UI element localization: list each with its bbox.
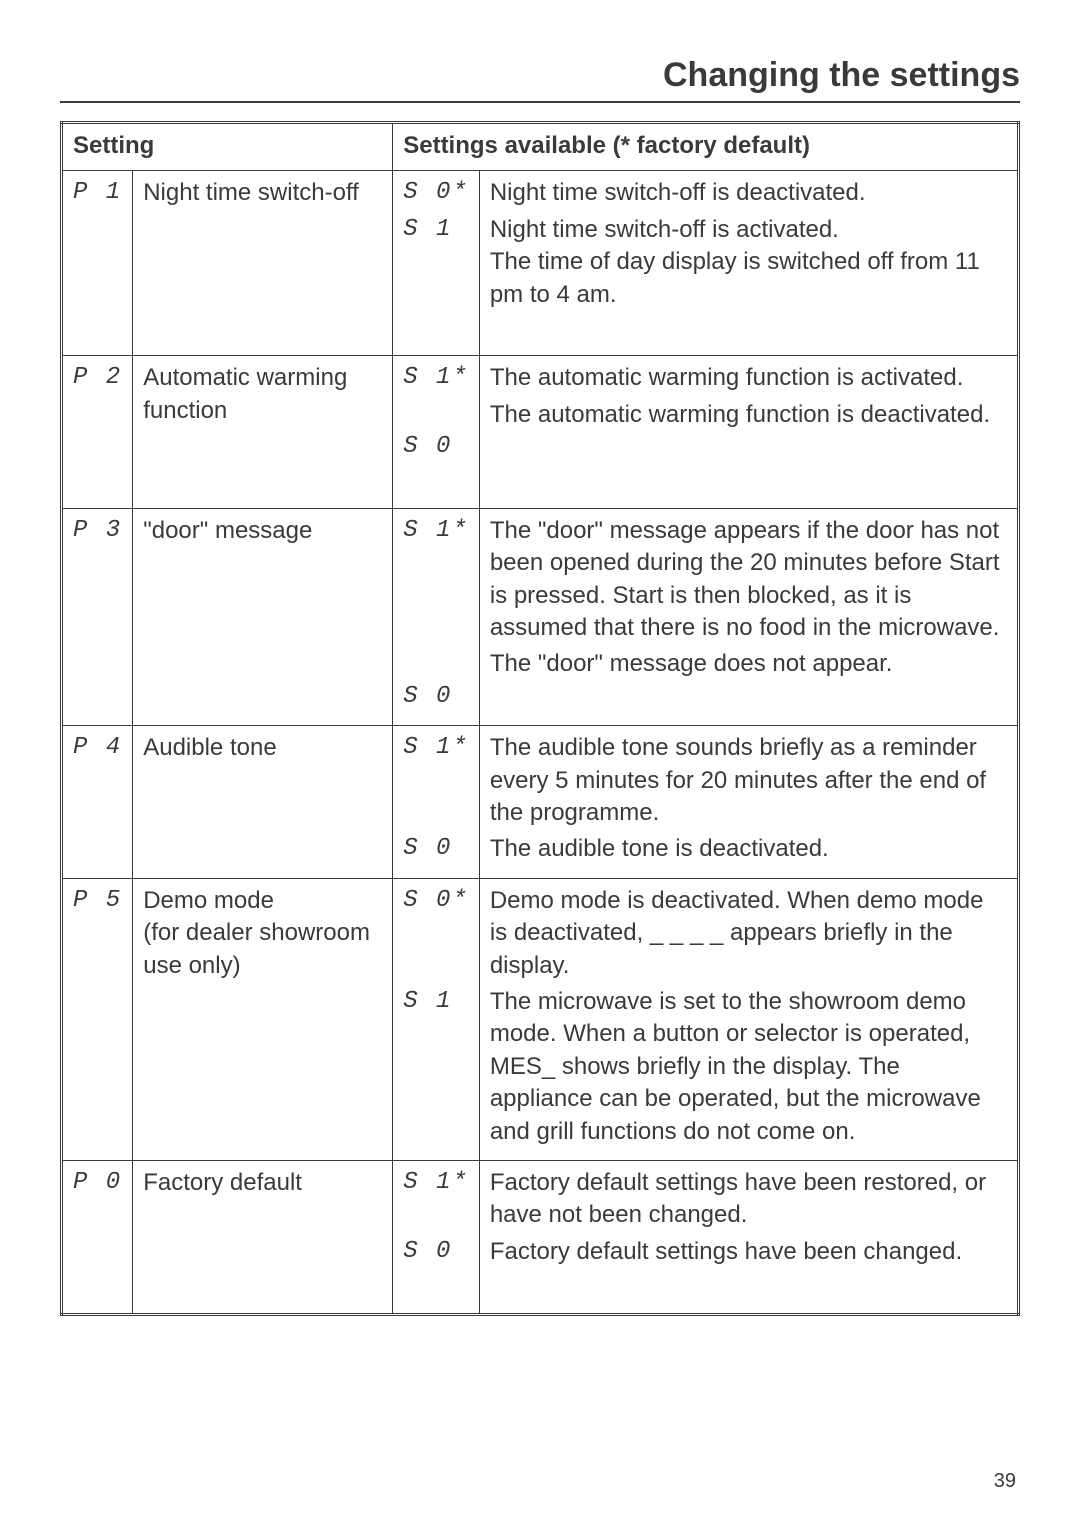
setting-values: S 1* S 0 (393, 726, 480, 879)
spacer (403, 1203, 469, 1235)
option-description: The "door" message does not appear. (490, 648, 1007, 680)
settings-table: Setting Settings available (* factory de… (60, 121, 1020, 1316)
setting-descriptions: The audible tone sounds briefly as a rem… (479, 726, 1018, 879)
setting-values: S 1* S 0 (393, 356, 480, 509)
spacer (403, 648, 469, 680)
setting-descriptions: The "door" message appears if the door h… (479, 508, 1018, 725)
spacer (403, 921, 469, 953)
spacer (403, 468, 469, 500)
option-value: S 0* (403, 885, 469, 917)
option-value: S 0 (403, 431, 469, 463)
spacer (403, 315, 469, 347)
table-header-row: Setting Settings available (* factory de… (62, 123, 1019, 171)
page-number: 39 (994, 1470, 1016, 1493)
setting-values: S 0* S 1 (393, 171, 480, 356)
spacer (403, 399, 469, 431)
option-value: S 1 (403, 986, 469, 1018)
title-rule: Changing the settings (60, 56, 1020, 103)
header-setting: Setting (62, 123, 393, 171)
option-value: S 1* (403, 362, 469, 394)
spacer (403, 283, 469, 315)
spacer (403, 954, 469, 986)
spacer (403, 1120, 469, 1152)
table-row: P 3"door" messageS 1* S 0The "door" mess… (62, 508, 1019, 725)
option-description: Night time switch-off is deactivated. (490, 177, 1007, 209)
option-description: The "door" message appears if the door h… (490, 515, 1007, 645)
setting-name: Night time switch-off (133, 171, 393, 356)
spacer (403, 250, 469, 282)
setting-descriptions: Demo mode is deactivated. When demo mode… (479, 878, 1018, 1160)
option-value: S 1* (403, 732, 469, 764)
setting-values: S 1* S 0 (393, 1160, 480, 1314)
page-title: Changing the settings (60, 56, 1020, 95)
spacer (403, 551, 469, 583)
spacer (403, 1272, 469, 1304)
option-description: The automatic warming function is activa… (490, 362, 1007, 394)
option-value: S 1* (403, 515, 469, 547)
table-row: P 5Demo mode(for dealer showroom use onl… (62, 878, 1019, 1160)
spacer (403, 584, 469, 616)
option-description: Demo mode is deactivated. When demo mode… (490, 885, 1007, 982)
setting-name: Demo mode(for dealer showroom use only) (133, 878, 393, 1160)
table-row: P 1Night time switch-off S 0* S 1 Night ti… (62, 171, 1019, 356)
table-row: P 2Automatic warming functionS 1* S 0 Th… (62, 356, 1019, 509)
setting-code: P 3 (62, 508, 133, 725)
setting-descriptions: Night time switch-off is deactivated. Nig… (479, 171, 1018, 356)
option-description: Factory default settings have been resto… (490, 1167, 1007, 1232)
option-description: The microwave is set to the showroom dem… (490, 986, 1007, 1148)
option-description: The audible tone is deactivated. (490, 833, 1007, 865)
spacer (403, 769, 469, 801)
spacer (403, 616, 469, 648)
option-value: S 0 (403, 1236, 469, 1268)
option-value: S 0* (403, 177, 469, 209)
setting-name: Factory default (133, 1160, 393, 1314)
option-description: Factory default settings have been chang… (490, 1236, 1007, 1268)
spacer (403, 1087, 469, 1119)
option-value: S 1* (403, 1167, 469, 1199)
setting-code: P 0 (62, 1160, 133, 1314)
setting-code: P 1 (62, 171, 133, 356)
header-available: Settings available (* factory default) (393, 123, 1019, 171)
setting-values: S 1* S 0 (393, 508, 480, 725)
option-value: S 0 (403, 681, 469, 713)
setting-name: "door" message (133, 508, 393, 725)
setting-name: Audible tone (133, 726, 393, 879)
setting-descriptions: The automatic warming function is activa… (479, 356, 1018, 509)
option-value: S 1 (403, 214, 469, 246)
option-description: The audible tone sounds briefly as a rem… (490, 732, 1007, 829)
page: Changing the settings Setting Settings a… (0, 0, 1080, 1529)
spacer (403, 1055, 469, 1087)
setting-values: S 0* S 1 (393, 878, 480, 1160)
setting-name: Automatic warming function (133, 356, 393, 509)
option-value: S 0 (403, 833, 469, 865)
setting-descriptions: Factory default settings have been resto… (479, 1160, 1018, 1314)
option-description: The automatic warming function is deacti… (490, 399, 1007, 431)
option-description: Night time switch-off is activated.The t… (490, 214, 1007, 311)
table-row: P 0Factory defaultS 1* S 0 Factory defau… (62, 1160, 1019, 1314)
spacer (403, 801, 469, 833)
setting-code: P 5 (62, 878, 133, 1160)
spacer (403, 1022, 469, 1054)
setting-code: P 2 (62, 356, 133, 509)
setting-code: P 4 (62, 726, 133, 879)
table-row: P 4Audible toneS 1* S 0The audible tone … (62, 726, 1019, 879)
